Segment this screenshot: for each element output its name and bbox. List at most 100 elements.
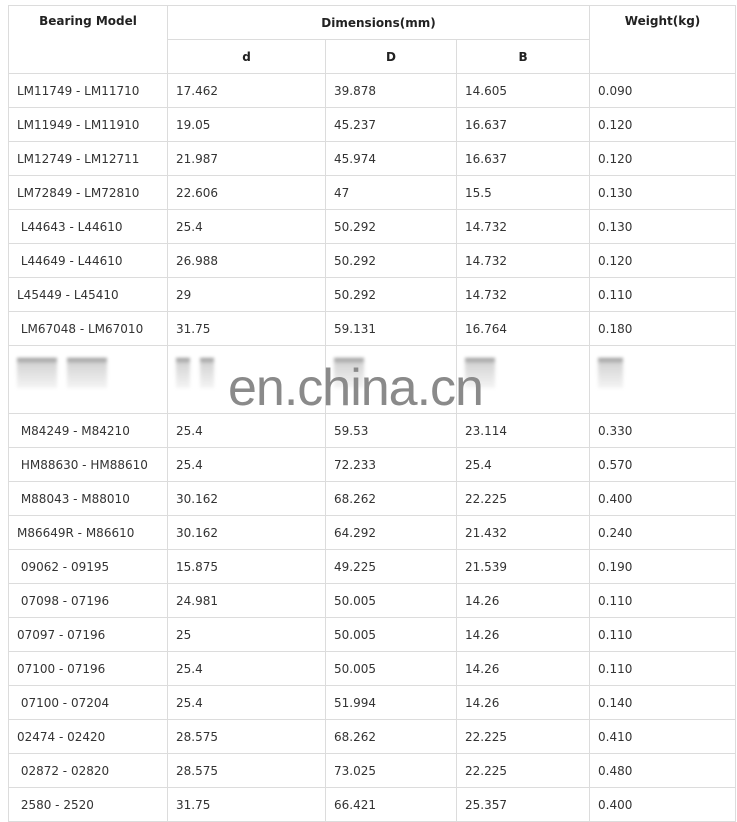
cell-B: 14.26 xyxy=(455,651,591,686)
cell-d: 15.875 xyxy=(167,549,326,584)
table-row: M86649R - M86610 30.162 64.292 21.432 0.240 xyxy=(8,515,737,550)
bearing-table: Bearing Model Dimensions(mm) Weight(kg) … xyxy=(8,5,737,822)
table-row: 09062 - 09195 15.875 49.225 21.539 0.190 xyxy=(8,549,737,584)
cell-weight: 0.400 xyxy=(589,481,737,516)
cell-d: 25 xyxy=(167,617,326,652)
cell-model: 09062 - 09195 xyxy=(8,549,168,584)
cell-B: 22.225 xyxy=(455,719,591,754)
cell-weight: 0.120 xyxy=(589,107,737,142)
cell-B: 14.26 xyxy=(455,685,591,720)
cell-d: 19.05 xyxy=(167,107,326,142)
header-B: B xyxy=(455,39,591,74)
table-row: 02474 - 02420 28.575 68.262 22.225 0.410 xyxy=(8,719,737,754)
cell-model: LM72849 - LM72810 xyxy=(8,175,168,210)
cell-B: 16.637 xyxy=(455,107,591,142)
cell-model: LM11949 - LM11910 xyxy=(8,107,168,142)
cell-weight: 0.140 xyxy=(589,685,737,720)
cell-model: L44649 - L44610 xyxy=(8,243,168,278)
cell-model: L44643 - L44610 xyxy=(8,209,168,244)
cell-B: 22.225 xyxy=(455,481,591,516)
table-row: L45449 - L45410 29 50.292 14.732 0.110 xyxy=(8,277,737,312)
table-row: 07100 - 07204 25.4 51.994 14.26 0.140 xyxy=(8,685,737,720)
cell-D: 49.225 xyxy=(325,549,457,584)
cell-model: L45449 - L45410 xyxy=(8,277,168,312)
cell-D: 50.005 xyxy=(325,583,457,618)
cell-D: 72.233 xyxy=(325,447,457,482)
cell-weight: 0.570 xyxy=(589,447,737,482)
cell-B: 14.605 xyxy=(455,73,591,108)
obscured-row xyxy=(8,345,737,414)
obscured-cell xyxy=(167,345,326,414)
obscured-cell xyxy=(8,345,168,414)
cell-B: 21.432 xyxy=(455,515,591,550)
cell-d: 28.575 xyxy=(167,719,326,754)
cell-model: M86649R - M86610 xyxy=(8,515,168,550)
table-row: M84249 - M84210 25.4 59.53 23.114 0.330 xyxy=(8,413,737,448)
cell-model: 02474 - 02420 xyxy=(8,719,168,754)
cell-weight: 0.110 xyxy=(589,617,737,652)
cell-d: 25.4 xyxy=(167,685,326,720)
cell-weight: 0.190 xyxy=(589,549,737,584)
cell-B: 25.357 xyxy=(455,787,591,822)
header-D: D xyxy=(325,39,457,74)
cell-model: M88043 - M88010 xyxy=(8,481,168,516)
header-dimensions: Dimensions(mm) xyxy=(166,5,591,40)
cell-model: 07098 - 07196 xyxy=(8,583,168,618)
cell-d: 30.162 xyxy=(167,515,326,550)
cell-D: 50.292 xyxy=(325,209,457,244)
table-row: LM72849 - LM72810 22.606 47 15.5 0.130 xyxy=(8,175,737,210)
cell-D: 45.237 xyxy=(325,107,457,142)
cell-model: 07100 - 07196 xyxy=(8,651,168,686)
cell-D: 64.292 xyxy=(325,515,457,550)
table-row: 02872 - 02820 28.575 73.025 22.225 0.480 xyxy=(8,753,737,788)
cell-weight: 0.110 xyxy=(589,583,737,618)
table-row: 07097 - 07196 25 50.005 14.26 0.110 xyxy=(8,617,737,652)
cell-B: 22.225 xyxy=(455,753,591,788)
cell-D: 50.005 xyxy=(325,651,457,686)
cell-model: M84249 - M84210 xyxy=(8,413,168,448)
cell-d: 29 xyxy=(167,277,326,312)
table-row: LM67048 - LM67010 31.75 59.131 16.764 0.180 xyxy=(8,311,737,346)
cell-B: 25.4 xyxy=(455,447,591,482)
table-row: 2580 - 2520 31.75 66.421 25.357 0.400 xyxy=(8,787,737,822)
cell-model: 02872 - 02820 xyxy=(8,753,168,788)
cell-B: 16.637 xyxy=(455,141,591,176)
cell-B: 15.5 xyxy=(455,175,591,210)
cell-weight: 0.120 xyxy=(589,243,737,278)
cell-weight: 0.480 xyxy=(589,753,737,788)
cell-D: 45.974 xyxy=(325,141,457,176)
table-row: L44643 - L44610 25.4 50.292 14.732 0.130 xyxy=(8,209,737,244)
cell-d: 24.981 xyxy=(167,583,326,618)
cell-weight: 0.240 xyxy=(589,515,737,550)
cell-D: 50.005 xyxy=(325,617,457,652)
cell-model: 07100 - 07204 xyxy=(8,685,168,720)
cell-d: 21.987 xyxy=(167,141,326,176)
cell-weight: 0.410 xyxy=(589,719,737,754)
table-row: LM12749 - LM12711 21.987 45.974 16.637 0.120 xyxy=(8,141,737,176)
cell-weight: 0.110 xyxy=(589,651,737,686)
cell-B: 16.764 xyxy=(455,311,591,346)
cell-D: 66.421 xyxy=(325,787,457,822)
cell-weight: 0.330 xyxy=(589,413,737,448)
cell-d: 25.4 xyxy=(167,651,326,686)
cell-d: 25.4 xyxy=(167,413,326,448)
cell-d: 31.75 xyxy=(167,787,326,822)
cell-d: 25.4 xyxy=(167,447,326,482)
cell-model: LM12749 - LM12711 xyxy=(8,141,168,176)
table-row: 07098 - 07196 24.981 50.005 14.26 0.110 xyxy=(8,583,737,618)
cell-model: LM67048 - LM67010 xyxy=(8,311,168,346)
cell-B: 14.26 xyxy=(455,583,591,618)
cell-B: 21.539 xyxy=(455,549,591,584)
cell-model: HM88630 - HM88610 xyxy=(8,447,168,482)
cell-d: 17.462 xyxy=(167,73,326,108)
table-row: LM11749 - LM11710 17.462 39.878 14.605 0.090 xyxy=(8,73,737,108)
cell-B: 14.732 xyxy=(455,243,591,278)
cell-weight: 0.120 xyxy=(589,141,737,176)
header-weight: Weight(kg) xyxy=(589,5,737,74)
cell-weight: 0.130 xyxy=(589,175,737,210)
cell-weight: 0.110 xyxy=(589,277,737,312)
table-row: HM88630 - HM88610 25.4 72.233 25.4 0.570 xyxy=(8,447,737,482)
cell-B: 14.732 xyxy=(455,209,591,244)
header-bearing-model: Bearing Model xyxy=(8,5,168,74)
cell-D: 50.292 xyxy=(325,277,457,312)
